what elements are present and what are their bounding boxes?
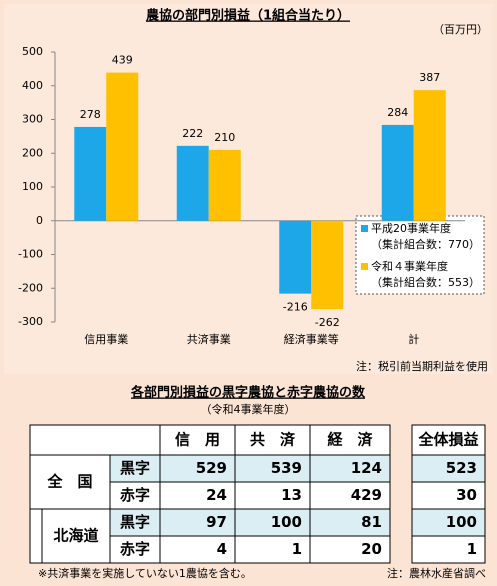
y-tick-label: 200	[22, 146, 43, 159]
value-label: -216	[283, 301, 308, 314]
region-cell	[41, 508, 111, 564]
header-cell	[309, 424, 391, 456]
header-cell	[411, 424, 486, 456]
x-tick-label: 経済事業等	[284, 332, 339, 346]
bar	[106, 72, 139, 221]
row-label-cell	[109, 454, 161, 483]
x-tick-label: 計	[408, 332, 419, 346]
value-cell	[411, 481, 486, 510]
cell-value: 100	[271, 513, 302, 531]
legend-swatch	[361, 263, 368, 270]
legend-note: （集計組合数：553）	[371, 275, 480, 289]
value-label: 284	[387, 106, 408, 119]
value-cell	[159, 535, 236, 564]
y-tick-label: 300	[22, 113, 43, 126]
cell-value: 4	[217, 540, 227, 558]
cell-value: 81	[361, 513, 382, 531]
y-tick-label: 100	[22, 180, 43, 193]
header-label: 共 済	[250, 431, 296, 449]
row-label: 赤字	[120, 540, 150, 558]
footnote: ※共済事業を実施していない1農協を含む。	[38, 566, 252, 580]
header-label: 全体損益	[417, 431, 478, 449]
table-subtitle: （令和4事業年度）	[201, 402, 296, 416]
cell-value: 529	[196, 459, 227, 477]
bar	[279, 220, 312, 294]
row-label: 赤字	[120, 486, 150, 504]
row-label: 黒字	[120, 459, 150, 477]
row-label-cell	[109, 535, 161, 564]
value-label: 210	[214, 131, 235, 144]
value-label: 439	[112, 54, 133, 67]
cell-value: 539	[271, 459, 302, 477]
legend	[355, 215, 485, 295]
legend-label: 令和４事業年度	[371, 259, 448, 273]
cell-value: 100	[446, 513, 477, 531]
x-tick-label: 信用事業	[84, 333, 128, 346]
bar	[413, 90, 446, 221]
value-cell	[309, 535, 391, 564]
row-label-cell	[109, 508, 161, 537]
legend-label: 平成20事業年度	[371, 221, 451, 235]
cell-value: 124	[351, 459, 382, 477]
row-label: 黒字	[120, 513, 150, 531]
cell-value: 24	[206, 486, 227, 504]
value-cell	[411, 454, 486, 483]
value-cell	[234, 454, 311, 483]
value-label: 387	[419, 71, 440, 84]
header-label: 経 済	[327, 431, 373, 449]
cell-value: 1	[292, 540, 302, 558]
unit: （百万円）	[433, 23, 488, 36]
y-tick-label: 500	[22, 45, 43, 58]
table-title: 各部門別損益の黒字農協と赤字農協の数	[130, 385, 366, 401]
value-cell	[159, 508, 236, 537]
value-label: -262	[315, 316, 340, 329]
y-tick-label: -100	[18, 248, 43, 261]
y-tick-label: 0	[36, 214, 43, 227]
bar	[208, 149, 241, 221]
bar	[381, 124, 414, 221]
value-cell	[234, 508, 311, 537]
bar	[74, 126, 107, 221]
value-label: 222	[182, 127, 203, 140]
legend-note: （集計組合数：770）	[371, 237, 480, 251]
y-tick-label: -300	[18, 315, 43, 328]
y-tick-label: 400	[22, 79, 43, 92]
header-label: 信 用	[175, 431, 220, 449]
cell-value: 429	[351, 486, 382, 504]
value-cell	[411, 535, 486, 564]
cell-value: 13	[281, 486, 302, 504]
left-strip	[29, 508, 43, 564]
y-tick-label: -200	[18, 281, 43, 294]
region-label: 北海道	[53, 527, 98, 545]
value-cell	[309, 454, 391, 483]
legend-swatch	[361, 225, 368, 232]
header-blank	[29, 424, 161, 456]
cell-value: 523	[446, 459, 477, 477]
region-label: 全 国	[46, 473, 92, 491]
chart-title: 農協の部門別損益（1組合当たり）	[146, 8, 350, 24]
cell-value: 1	[467, 540, 477, 558]
cell-value: 30	[456, 486, 477, 504]
chart-note: 注：税引前当期利益を使用	[356, 359, 488, 373]
value-label: 278	[80, 108, 101, 121]
bar	[311, 220, 344, 310]
value-cell	[309, 481, 391, 510]
cell-value: 20	[361, 540, 382, 558]
x-tick-label: 共済事業	[187, 332, 231, 346]
value-cell	[159, 481, 236, 510]
cell-value: 97	[206, 513, 227, 531]
header-cell	[234, 424, 311, 456]
bar	[176, 145, 209, 221]
source: 注：農林水産省調べ	[387, 566, 486, 580]
value-cell	[234, 481, 311, 510]
value-cell	[234, 535, 311, 564]
